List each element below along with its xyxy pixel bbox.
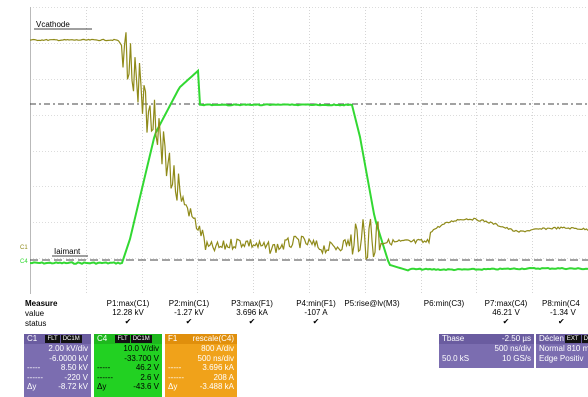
function-panel-f1-name: F1 [168, 334, 178, 343]
trigger-label: Déclen [539, 334, 564, 343]
measure-p2[interactable]: P2:min(C1) -1.27 kV ✔ [161, 299, 217, 326]
measure-p1[interactable]: P1:max(C1) 12.28 kV ✔ [100, 299, 156, 326]
c1-offset: -6.0000 kV [49, 353, 88, 363]
trigger-coupling-tag: DC [581, 334, 588, 343]
check-icon: ✔ [502, 317, 510, 326]
measure-p1-value: 12.28 kV [112, 308, 144, 317]
coupling-tag: DC1M [60, 334, 82, 343]
measure-p6[interactable]: P6:min(C3) [416, 299, 472, 308]
f1-delta: -3.488 kA [199, 382, 234, 391]
measure-p2-name: P2:min(C1) [168, 299, 210, 308]
function-panel-f1-title: rescale(C4) [192, 334, 234, 343]
trigger-slope: Positiv [559, 353, 584, 363]
delta-y-label: Δy [97, 382, 107, 391]
dash-icon: ------ [27, 372, 43, 382]
measure-p3-name: P3:max(F1) [231, 299, 273, 308]
measure-title: Measure [25, 299, 58, 308]
channel-panel-c4-name: C4 [97, 334, 108, 343]
check-icon: ✔ [558, 317, 565, 326]
coupling-tag: DC1M [130, 334, 152, 343]
measure-p7-value: 46.21 V [492, 308, 520, 317]
trigger-mode: Normal [539, 344, 565, 353]
c4-vdiv: 10.0 V/div [123, 344, 159, 353]
c1-delta: -8.72 kV [58, 382, 88, 391]
measure-p5-name: P5:rise@lv(M3) [344, 299, 400, 308]
channel-panel-c1-name: C1 [27, 334, 38, 343]
measure-p2-value: -1.27 kV [174, 308, 204, 317]
trigger-source-tag: EXT [564, 334, 581, 343]
trace-c1-waveform [29, 32, 588, 260]
trigger-type: Edge [539, 353, 558, 363]
dash-icon: ----- [27, 363, 41, 372]
measure-p7[interactable]: P7:max(C4) 46.21 V ✔ [478, 299, 534, 326]
trigger-level: 810 m [567, 344, 588, 353]
measure-p4-value: -107 A [304, 308, 328, 317]
dash-icon: ----- [97, 363, 111, 372]
f1-vdiv: 800 A/div [201, 344, 234, 353]
dash-icon: ------ [168, 372, 184, 382]
measure-p8-name: P8:min(C4 [542, 299, 580, 308]
measure-p3[interactable]: P3:max(F1) 3.696 kA ✔ [222, 299, 282, 326]
trigger-panel[interactable]: DéclenEXTDC Normal 810 m Edge Positiv [536, 334, 588, 368]
timebase-rate: 10 GS/s [502, 353, 531, 363]
channel-marker-c4: C4 [20, 259, 28, 265]
function-panel-f1[interactable]: F1 rescale(C4) 800 A/div 500 ns/div ----… [165, 334, 237, 397]
dash-icon: ----- [168, 363, 182, 372]
measure-p1-name: P1:max(C1) [106, 299, 150, 308]
timebase-delay: -2.50 µs [501, 334, 531, 343]
channel-panel-c4[interactable]: C4 FLT DC1M 10.0 V/div -33.700 V ----- 46.… [94, 334, 162, 397]
c4-offset: -33.700 V [124, 353, 159, 363]
label-iaimant: Iaimant [54, 247, 81, 256]
check-icon: ✔ [185, 317, 193, 326]
measure-p7-name: P7:max(C4) [484, 299, 528, 308]
check-icon: ✔ [248, 317, 256, 326]
f1-tdiv: 500 ns/div [197, 353, 234, 363]
measure-p5[interactable]: P5:rise@lv(M3) [340, 299, 404, 308]
filter-tag: FLT [115, 334, 130, 343]
c1-cursor-2: -220 V [64, 372, 88, 382]
delta-y-label: Δy [27, 382, 37, 391]
measure-p6-name: P6:min(C3) [423, 299, 465, 308]
channel-panel-c1[interactable]: C1 FLT DC1M 2.00 kV/div -6.0000 kV ----- 8… [24, 334, 91, 397]
timebase-panel[interactable]: Tbase -2.50 µs 500 ns/div 50.0 kS 10 GS/s [439, 334, 534, 368]
waveform-grid[interactable]: Vcathode Iaimant [29, 7, 588, 295]
measure-table: Measure value status P1:max(C1) 12.28 kV… [0, 297, 588, 333]
delta-y-label: Δy [168, 382, 178, 391]
filter-tag: FLT [45, 334, 60, 343]
measure-p3-value: 3.696 kA [236, 308, 268, 317]
c4-delta: -43.6 V [133, 382, 159, 391]
c1-cursor-1: 8.50 kV [60, 363, 88, 372]
channel-marker-c1: C1 [20, 245, 28, 251]
trace-c4-waveform [29, 68, 588, 272]
timebase-label: Tbase [442, 334, 465, 343]
check-icon: ✔ [124, 317, 132, 326]
measure-row-status-label: status [25, 319, 47, 328]
measure-p4-name: P4:min(F1) [296, 299, 336, 308]
f1-cursor-2: 208 A [213, 372, 234, 382]
timebase-tdiv: 500 ns/div [494, 344, 531, 353]
timebase-samples: 50.0 kS [442, 353, 470, 363]
f1-cursor-1: 3.696 kA [202, 363, 234, 372]
c4-cursor-2: 2.6 V [140, 372, 159, 382]
dash-icon: ------ [97, 372, 113, 382]
measure-p4[interactable]: P4:min(F1) -107 A ✔ [290, 299, 342, 326]
c4-cursor-1: 46.2 V [135, 363, 159, 372]
measure-p8[interactable]: P8:min(C4 -1.34 V ✔ [542, 299, 588, 326]
measure-p8-value: -1.34 V [550, 308, 576, 317]
check-icon: ✔ [312, 317, 320, 326]
c1-vdiv: 2.00 kV/div [48, 344, 88, 353]
grid-lines [30, 7, 588, 295]
waveform-plot: Vcathode Iaimant [29, 7, 588, 295]
measure-row-value-label: value [25, 309, 45, 318]
label-vcathode: Vcathode [36, 20, 70, 29]
